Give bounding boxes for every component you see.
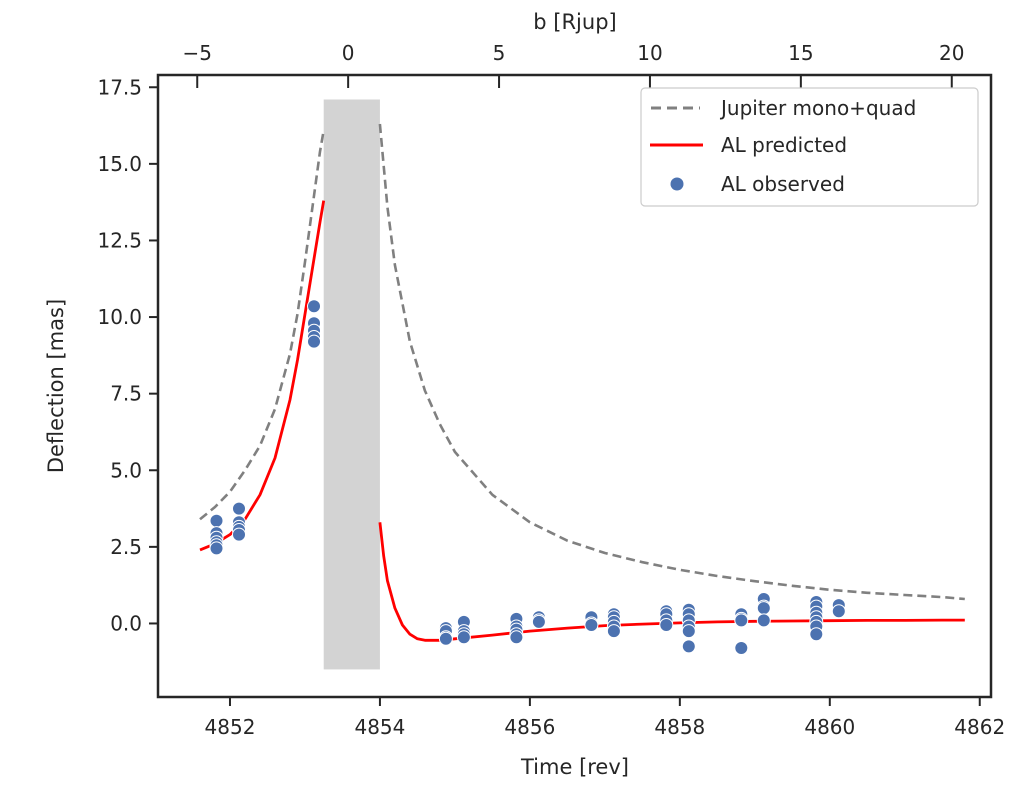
x-tick-label: 4862 (954, 715, 1005, 739)
y-axis-title: Deflection [mas] (44, 299, 68, 473)
al-observed-point (307, 299, 321, 314)
jupiter-model-curve-segment-1 (378, 123, 965, 601)
x-tick-label: 4854 (354, 715, 405, 739)
legend-observed-label: AL observed (721, 172, 845, 196)
y-tick-label: 0.0 (110, 611, 142, 635)
legend-predicted-label: AL predicted (721, 133, 847, 157)
al-predicted-curve-segment-0 (199, 200, 326, 552)
al-observed-point (809, 627, 824, 642)
x-top-axis-title: b [Rjup] (533, 10, 616, 34)
y-tick-label: 15.0 (97, 152, 142, 176)
legend-observed-swatch (670, 177, 684, 191)
x-axis-top: −5 0 5 10 15 20 (182, 41, 964, 88)
series-lines-layer (199, 123, 965, 642)
al-observed-point (681, 624, 696, 639)
y-tick-label: 12.5 (97, 228, 142, 252)
observed-points-layer (209, 299, 846, 655)
al-observed-point (531, 614, 546, 629)
y-tick-label: 7.5 (110, 382, 142, 406)
legend-jupiter-label: Jupiter mono+quad (719, 96, 916, 120)
al-observed-point (756, 613, 771, 628)
legend-box (640, 87, 979, 207)
x-tick-label: 4852 (205, 715, 256, 739)
al-observed-point (606, 624, 621, 639)
al-observed-point (681, 639, 696, 654)
al-observed-point (209, 541, 224, 556)
y-tick-label: 5.0 (110, 458, 142, 482)
legend: Jupiter mono+quad AL predicted AL observ… (640, 87, 979, 207)
al-observed-point (438, 631, 453, 646)
y-tick-label: 2.5 (110, 535, 142, 559)
x-axis-bottom: 4852 4854 4856 4858 4860 4862 (205, 697, 1005, 739)
al-observed-point (734, 613, 749, 628)
jupiter-model-curve-segment-0 (199, 129, 325, 521)
al-observed-point (232, 527, 246, 542)
al-observed-point (509, 630, 524, 645)
x-tick-label: 4860 (804, 715, 855, 739)
x-top-tick-label: 5 (493, 41, 506, 65)
x-tick-label: 4858 (654, 715, 705, 739)
al-observed-point (659, 618, 674, 632)
al-observed-point (734, 641, 749, 655)
plot-frame (156, 73, 993, 699)
al-observed-point (831, 604, 846, 619)
x-top-tick-label: 20 (939, 41, 964, 65)
y-tick-label: 17.5 (97, 75, 142, 99)
al-observed-point (456, 630, 471, 645)
al-predicted-curve-segment-1 (378, 522, 965, 642)
al-observed-point (584, 618, 599, 632)
y-tick-label: 10.0 (97, 305, 142, 329)
y-axis-left: 0.0 2.5 5.0 7.5 10.0 12.5 15.0 17.5 (97, 75, 158, 635)
x-top-tick-label: 0 (342, 41, 355, 65)
excluded-region-layer (323, 99, 380, 670)
x-tick-label: 4856 (504, 715, 555, 739)
al-observed-point (209, 513, 224, 528)
excluded-time-band (323, 99, 380, 670)
al-observed-point (756, 601, 771, 616)
al-observed-point (232, 501, 246, 516)
x-top-tick-label: −5 (182, 41, 211, 65)
x-top-tick-label: 10 (637, 41, 662, 65)
al-observed-point (307, 334, 321, 349)
x-axis-title: Time [rev] (520, 755, 629, 779)
x-top-tick-label: 15 (788, 41, 813, 65)
